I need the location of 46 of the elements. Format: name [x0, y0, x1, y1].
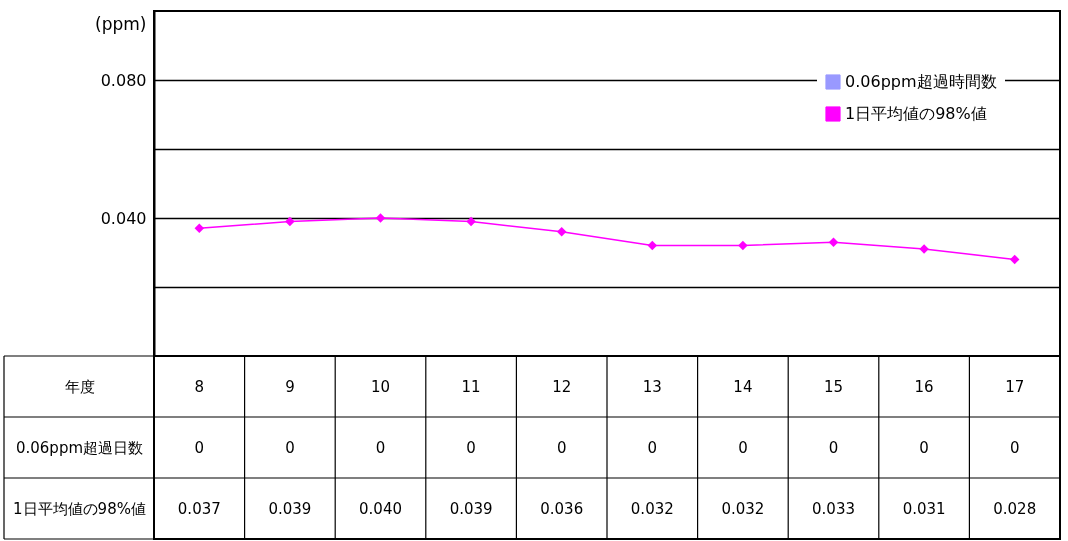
data-label: 0: [647, 438, 658, 457]
legend-label: 1日平均値の98%値: [845, 104, 987, 123]
point: [466, 216, 476, 227]
data-label: 0.028: [993, 499, 1037, 518]
x-tick-label: 14: [733, 377, 753, 396]
data-label: 0: [828, 438, 839, 457]
x-tick-label: 13: [642, 377, 662, 396]
point: [285, 216, 295, 227]
data-label: 0.032: [721, 499, 765, 518]
data-label: 0: [556, 438, 567, 457]
data-label: 0.036: [540, 499, 584, 518]
legend-label: 0.06ppm超過時間数: [845, 72, 997, 91]
x-tick-label: 12: [552, 377, 572, 396]
point: [647, 240, 658, 251]
x-tick-label: 10: [370, 377, 391, 396]
data-label: 0: [919, 438, 929, 457]
x-tick-label: 17: [1005, 377, 1025, 396]
data-label: 0: [738, 438, 748, 457]
data-label: 0: [1009, 438, 1020, 457]
data-label: 0: [466, 438, 476, 457]
y-axis-title: (ppm): [95, 13, 147, 34]
text: 0.06ppm超過日数: [15, 438, 144, 457]
point: [828, 237, 839, 247]
text: 1日平均値の98%値: [13, 499, 146, 518]
x-tick-label: 11: [461, 377, 481, 396]
point: [738, 240, 748, 251]
data-label: 0.031: [902, 499, 946, 518]
data-label: 0.039: [268, 499, 312, 518]
data-label: 0.037: [177, 499, 221, 518]
x-tick-label: 8: [194, 377, 205, 396]
x-tick-label: 15: [823, 377, 844, 396]
data-label: 0: [375, 438, 386, 457]
x-tick-label: 9: [285, 377, 295, 396]
point: [375, 213, 386, 223]
y-tick-label: 0.080: [100, 70, 147, 90]
x-tick-label: 16: [914, 377, 934, 396]
x-axis-title: 年度: [64, 377, 95, 396]
data-label: 0: [194, 438, 205, 457]
data-label: 0: [285, 438, 295, 457]
data-label: 0.033: [812, 499, 855, 518]
point: [556, 227, 567, 237]
point: [194, 223, 205, 234]
data-label: 0.040: [359, 499, 402, 518]
data-label: 0.032: [630, 499, 674, 518]
point: [1009, 254, 1020, 265]
data-label: 0.039: [449, 499, 493, 518]
